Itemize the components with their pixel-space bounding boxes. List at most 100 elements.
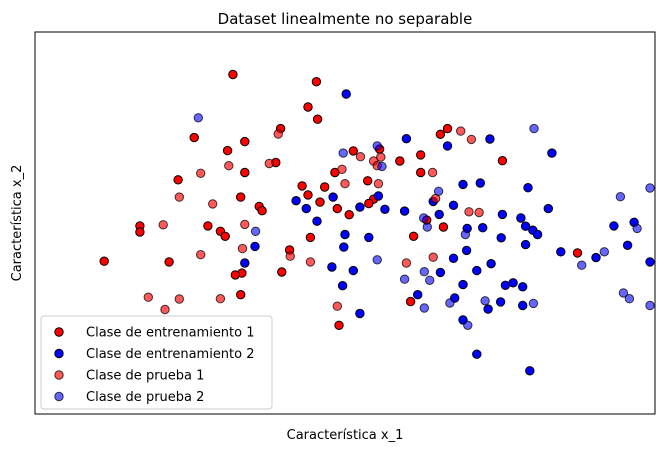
data-point-s2-58 [355,308,365,319]
data-point-s3-17 [474,207,484,218]
data-point-s3-30 [215,294,226,304]
data-point-s1-1 [228,69,238,80]
legend-box [40,315,273,410]
data-point-s1-43 [99,256,109,266]
data-point-s2-2 [401,134,412,144]
data-point-s4-15 [372,255,382,265]
data-point-s4-22 [445,298,455,308]
data-point-s1-38 [135,227,145,237]
data-point-s1-3 [303,102,313,112]
data-point-s2-6 [458,179,468,190]
data-point-s2-10 [328,192,338,202]
data-point-s4-12 [460,229,471,240]
data-point-s3-19 [464,207,474,217]
data-point-s2-27 [609,221,619,231]
data-point-s2-16 [380,204,390,215]
data-point-s3-1 [456,126,466,136]
data-point-s3-9 [224,161,234,171]
data-point-s3-20 [240,219,250,230]
data-point-s2-8 [523,183,533,193]
data-point-s1-29 [332,203,342,214]
data-point-s2-22 [516,213,526,223]
data-point-s4-26 [528,298,539,309]
data-point-s2-42 [240,258,250,268]
data-point-s2-24 [520,221,531,231]
data-point-s4-2 [529,123,539,134]
data-point-s2-34 [622,240,633,251]
data-point-s2-1 [341,89,351,99]
data-point-s3-28 [174,294,185,304]
data-point-s2-31 [364,232,374,243]
data-point-s1-8 [189,132,199,143]
data-point-s2-46 [435,267,446,278]
data-point-s2-38 [461,245,472,256]
data-point-s1-31 [257,206,267,216]
data-point-s1-34 [438,222,449,232]
data-point-s4-18 [399,274,410,284]
data-point-s1-4 [312,114,323,124]
data-point-s3-29 [143,292,154,302]
data-point-s2-5 [547,148,557,158]
data-point-s2-11 [291,196,301,206]
data-point-s3-31 [160,304,170,315]
data-point-s2-14 [355,202,365,212]
legend-label-1: Clase de entrenamiento 1 [86,326,255,341]
data-point-s1-24 [303,190,313,200]
data-point-s2-9 [373,191,384,201]
data-point-s1-39 [408,231,419,242]
legend-marker-2 [54,348,64,359]
data-point-s2-52 [518,282,528,292]
data-point-s3-2 [273,129,283,139]
series-2 [240,89,655,376]
legend-label-3: Clase de prueba 1 [86,369,204,384]
data-point-s2-61 [525,366,535,376]
data-point-s2-60 [472,349,482,359]
data-point-s3-12 [196,168,206,179]
data-point-s3-6 [376,152,386,162]
data-point-s4-3 [372,141,382,151]
data-point-s4-20 [419,303,429,313]
data-point-s2-56 [518,300,528,311]
data-point-s1-17 [240,167,250,178]
data-point-s1-35 [203,221,213,231]
data-point-s2-35 [250,241,260,252]
data-point-s4-24 [624,294,635,304]
legend-label-4: Clase de prueba 2 [86,390,204,405]
data-point-s1-6 [442,123,453,134]
data-point-s3-27 [237,243,248,254]
data-point-s3-8 [264,158,274,169]
data-point-s2-40 [448,253,459,263]
data-point-s4-6 [433,186,444,197]
data-point-s3-14 [373,179,384,189]
data-point-s3-18 [208,199,218,209]
data-point-s2-48 [508,278,518,288]
legend-marker-4 [54,391,64,402]
data-point-s1-20 [173,175,183,185]
series-1 [99,69,583,330]
data-point-s4-17 [419,267,429,277]
data-point-s2-17 [399,206,410,216]
data-point-s2-18 [543,203,553,214]
data-point-s4-10 [422,222,432,232]
data-point-s1-14 [497,156,508,166]
legend-marker-1 [54,327,64,337]
data-point-s3-13 [340,179,350,189]
data-point-s1-48 [277,267,287,277]
data-point-s2-7 [475,178,485,188]
data-point-s1-22 [297,181,307,191]
data-point-s2-36 [339,242,349,252]
data-point-s2-51 [500,280,511,290]
data-point-s3-26 [285,251,295,261]
data-point-s3-25 [305,257,316,267]
data-point-s2-15 [301,203,311,214]
data-point-s1-27 [364,198,374,209]
data-point-s1-25 [236,192,246,202]
data-point-s4-4 [338,148,348,158]
data-point-s2-41 [486,259,496,269]
data-point-s3-32 [332,301,342,311]
data-point-s4-14 [599,247,609,257]
data-point-s1-47 [230,270,241,280]
data-point-s4-9 [419,213,429,223]
